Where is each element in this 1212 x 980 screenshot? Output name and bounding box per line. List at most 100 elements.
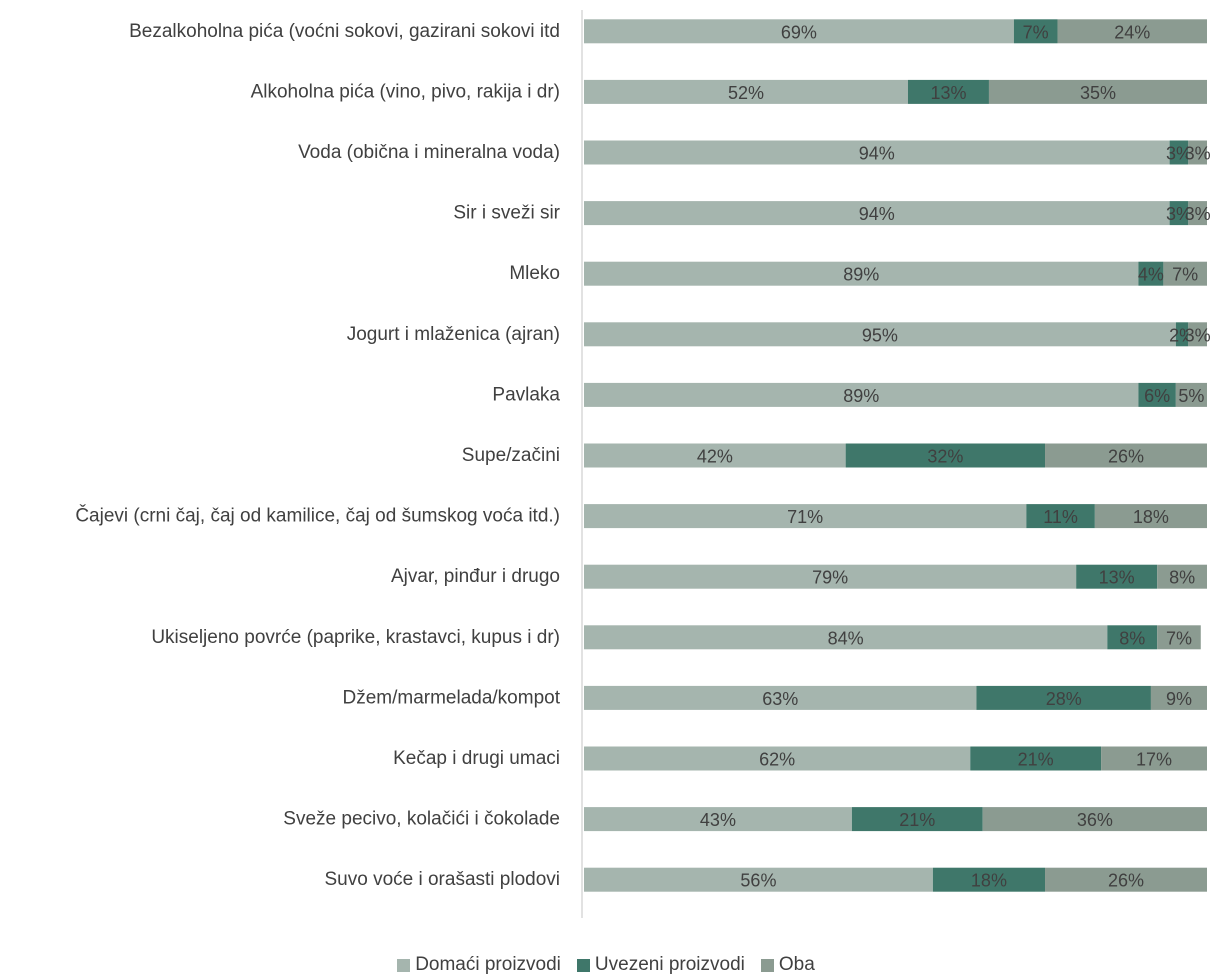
bar-segment [584,625,1108,650]
bar-segment [584,382,1139,407]
category-label: Čajevi (crni čaj, čaj od kamilice, čaj o… [75,505,560,527]
data-label: 89% [843,386,879,406]
data-label: 89% [843,265,879,285]
data-label: 52% [728,83,764,103]
bar-row: Kečap i drugi umaci 62% 21% 17% [393,746,1207,771]
bar-segment [1045,867,1207,892]
data-label: 26% [1108,871,1144,891]
data-label: 24% [1114,22,1150,42]
bar-row: Mleko 89% 4% 7% [509,261,1207,286]
category-label: Sveže pecivo, kolačići i čokolade [283,809,560,830]
category-label: Ajvar, pinđur i drugo [391,566,560,587]
category-label: Voda (obična i mineralna voda) [298,142,560,163]
category-label: Mleko [509,263,560,284]
bar-segment [1150,685,1207,710]
bar-row: Džem/marmelada/kompot 63% 28% 9% [342,685,1207,710]
bar-row: Voda (obična i mineralna voda) 94% 3%3% [298,140,1211,165]
data-label: 3% [1185,325,1211,345]
legend-label: Oba [778,954,815,975]
bar-segment [584,140,1170,165]
bar-segment [1094,504,1207,529]
data-label: 7% [1166,628,1192,648]
legend-item: Oba [760,954,815,976]
bar-segment [845,443,1046,468]
bar-segment [584,504,1027,529]
category-label: Kečap i drugi umaci [393,748,560,769]
bar-segment [1057,19,1207,44]
data-label: 36% [1077,810,1113,830]
data-label: 7% [1172,265,1198,285]
data-label: 21% [1018,750,1054,770]
bar-row: Čajevi (crni čaj, čaj od kamilice, čaj o… [75,504,1207,529]
bar-segment [584,322,1176,347]
data-label: 63% [762,689,798,709]
data-label: 95% [862,325,898,345]
data-label: 17% [1136,750,1172,770]
category-label: Pavlaka [492,384,560,405]
data-label: 9% [1166,689,1192,709]
legend-swatch [576,958,590,972]
bar-segment [1169,201,1189,226]
bar-segment [1101,746,1207,771]
data-label: 8% [1119,628,1145,648]
category-label: Jogurt i mlaženica (ajran) [347,324,560,345]
bar-segment [1076,564,1158,589]
bar-segment [907,79,989,104]
bar-segment [584,867,933,892]
bar-segment [982,807,1207,832]
data-label: 5% [1178,386,1204,406]
data-label: 13% [1099,568,1135,588]
data-label: 11% [1043,507,1078,527]
bar-segment [1175,382,1207,407]
bar-segment [932,867,1046,892]
bar-segment [851,807,983,832]
bar-row: Bezalkoholna pića (voćni sokovi, gaziran… [129,19,1207,44]
data-label: 71% [787,507,823,527]
bar-row: Pavlaka 89% 6% 5% [492,382,1207,407]
data-label: 42% [697,447,733,467]
bar-segment [584,201,1170,226]
data-label: 69% [781,22,817,42]
data-label: 18% [1133,507,1169,527]
bar-row: Supe/začini 42% 32% 26% [462,443,1207,468]
data-label: 21% [899,810,935,830]
legend: Domaći proizvodi Uvezeni proizvodi Oba [0,954,1212,976]
bar-segment [1169,140,1189,165]
category-label: Ukiseljeno povrće (paprike, krastavci, k… [151,627,560,648]
bar-segment [584,746,971,771]
legend-label: Domaći proizvodi [415,954,561,975]
data-label: 26% [1108,447,1144,467]
data-label: 62% [759,750,795,770]
bar-segment [1107,625,1158,650]
data-label: 3% [1166,204,1192,224]
bar-segment [1045,443,1207,468]
category-label: Sir i sveži sir [453,203,560,224]
data-label: 32% [927,447,963,467]
bar-segment [1188,201,1207,226]
bar-segment [976,685,1151,710]
bar-row: Ukiseljeno povrće (paprike, krastavci, k… [151,625,1201,650]
bar-segment [584,79,908,104]
bar-segment [584,261,1139,286]
data-label: 6% [1144,386,1170,406]
bar-segment [1026,504,1095,529]
data-label: 56% [740,871,776,891]
bar-segment [584,807,852,832]
data-label: 4% [1138,265,1164,285]
bar-segment [1157,564,1207,589]
legend-item: Domaći proizvodi [397,954,561,976]
legend-label: Uvezeni proizvodi [594,954,745,975]
bar-row: Sveže pecivo, kolačići i čokolade 43% 21% 3… [283,807,1207,832]
data-label: 3% [1185,144,1211,164]
data-label: 84% [828,628,864,648]
bar-segment [1188,322,1207,347]
data-label: 7% [1023,22,1049,42]
bar-row: Ajvar, pinđur i drugo 79% 13% 8% [391,564,1207,589]
data-label: 3% [1166,144,1192,164]
data-label: 3% [1185,204,1211,224]
category-label: Alkoholna pića (vino, pivo, rakija i dr) [251,81,560,102]
category-label: Džem/marmelada/kompot [342,687,560,708]
data-label: 94% [859,204,895,224]
bar-segment [584,685,977,710]
